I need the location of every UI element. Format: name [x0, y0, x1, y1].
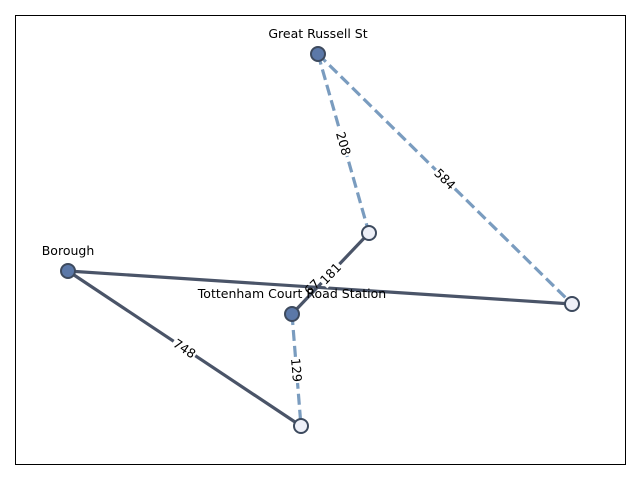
edge-label-bg [332, 128, 355, 159]
node-n-mid [361, 225, 377, 241]
node-n-right [564, 296, 580, 312]
edge-label: 748 [170, 336, 198, 362]
nodes-layer [60, 46, 580, 434]
edge-label: 208 [333, 130, 354, 157]
edge-label-bg [430, 164, 460, 194]
node-borough [60, 263, 76, 279]
edge-label-bg [169, 334, 200, 363]
node-great-russell-st [310, 46, 326, 62]
plot-frame [15, 15, 626, 465]
node-label-great-russell-st: Great Russell St [268, 26, 367, 41]
edge-label: 129 [288, 358, 305, 383]
edge-label-bg [287, 356, 306, 384]
node-labels-layer: Great Russell St Borough Tottenham Court R… [42, 26, 386, 301]
edges-layer [67, 52, 574, 428]
edge-label-bg [315, 258, 346, 289]
node-label-borough: Borough [42, 243, 95, 258]
node-n-bottom [293, 418, 309, 434]
node-tottenham-court-road-station [284, 306, 300, 322]
node-label-tottenham-court-road-station: Tottenham Court Road Station [197, 286, 386, 301]
edge-borough-to-n-right [67, 269, 573, 306]
